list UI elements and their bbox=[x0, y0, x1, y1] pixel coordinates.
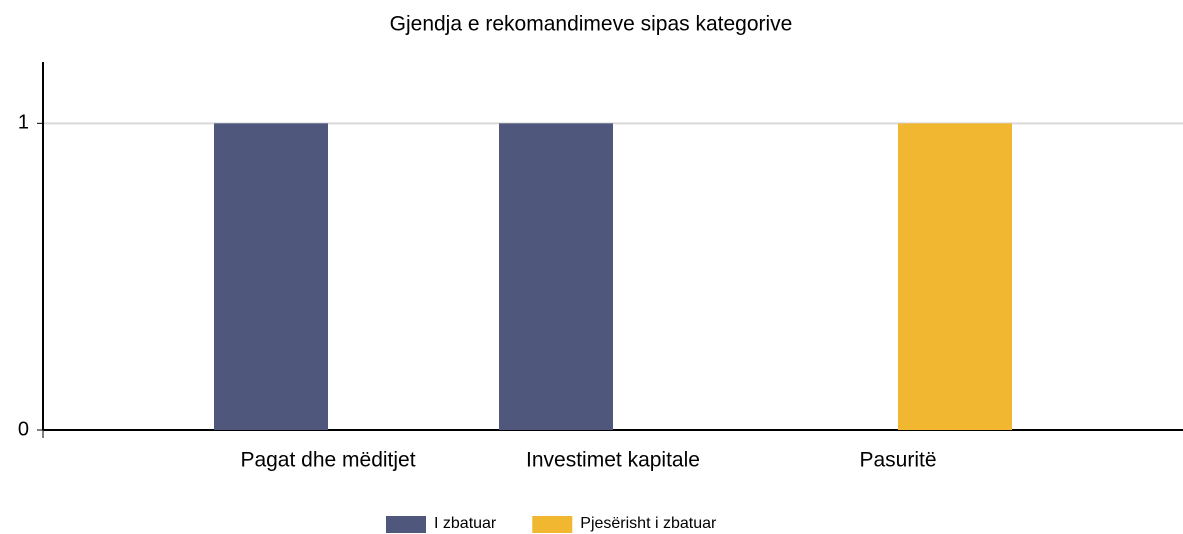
legend-label: Pjesërisht i zbatuar bbox=[580, 515, 717, 532]
x-tick-label: Pasuritë bbox=[859, 449, 936, 472]
legend-swatch bbox=[386, 516, 426, 533]
x-tick-label: Pagat dhe mëditjet bbox=[240, 449, 415, 472]
bar bbox=[214, 123, 328, 430]
legend-swatch bbox=[532, 516, 573, 533]
y-tick-label: 1 bbox=[18, 112, 29, 134]
bar bbox=[898, 123, 1012, 430]
bar bbox=[499, 123, 613, 430]
y-tick-label: 0 bbox=[18, 418, 29, 440]
legend-label: I zbatuar bbox=[434, 515, 497, 532]
x-tick-label: Investimet kapitale bbox=[526, 449, 700, 472]
chart-title: Gjendja e rekomandimeve sipas kategorive bbox=[390, 13, 793, 36]
